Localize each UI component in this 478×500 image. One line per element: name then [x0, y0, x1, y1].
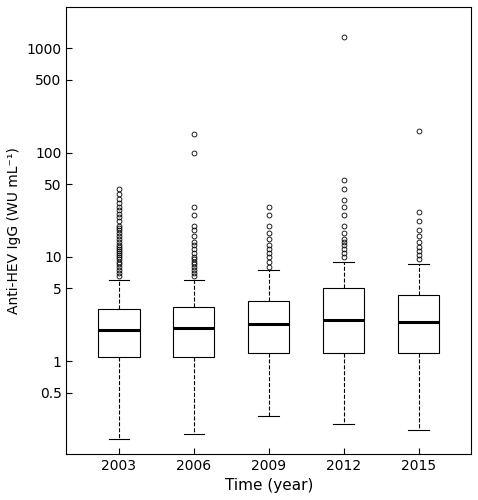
PathPatch shape: [173, 307, 215, 357]
Y-axis label: Anti-HEV IgG (WU mL⁻¹): Anti-HEV IgG (WU mL⁻¹): [7, 147, 21, 314]
PathPatch shape: [398, 295, 439, 353]
PathPatch shape: [248, 301, 289, 353]
PathPatch shape: [98, 308, 140, 357]
X-axis label: Time (year): Time (year): [225, 478, 313, 493]
PathPatch shape: [323, 288, 364, 353]
